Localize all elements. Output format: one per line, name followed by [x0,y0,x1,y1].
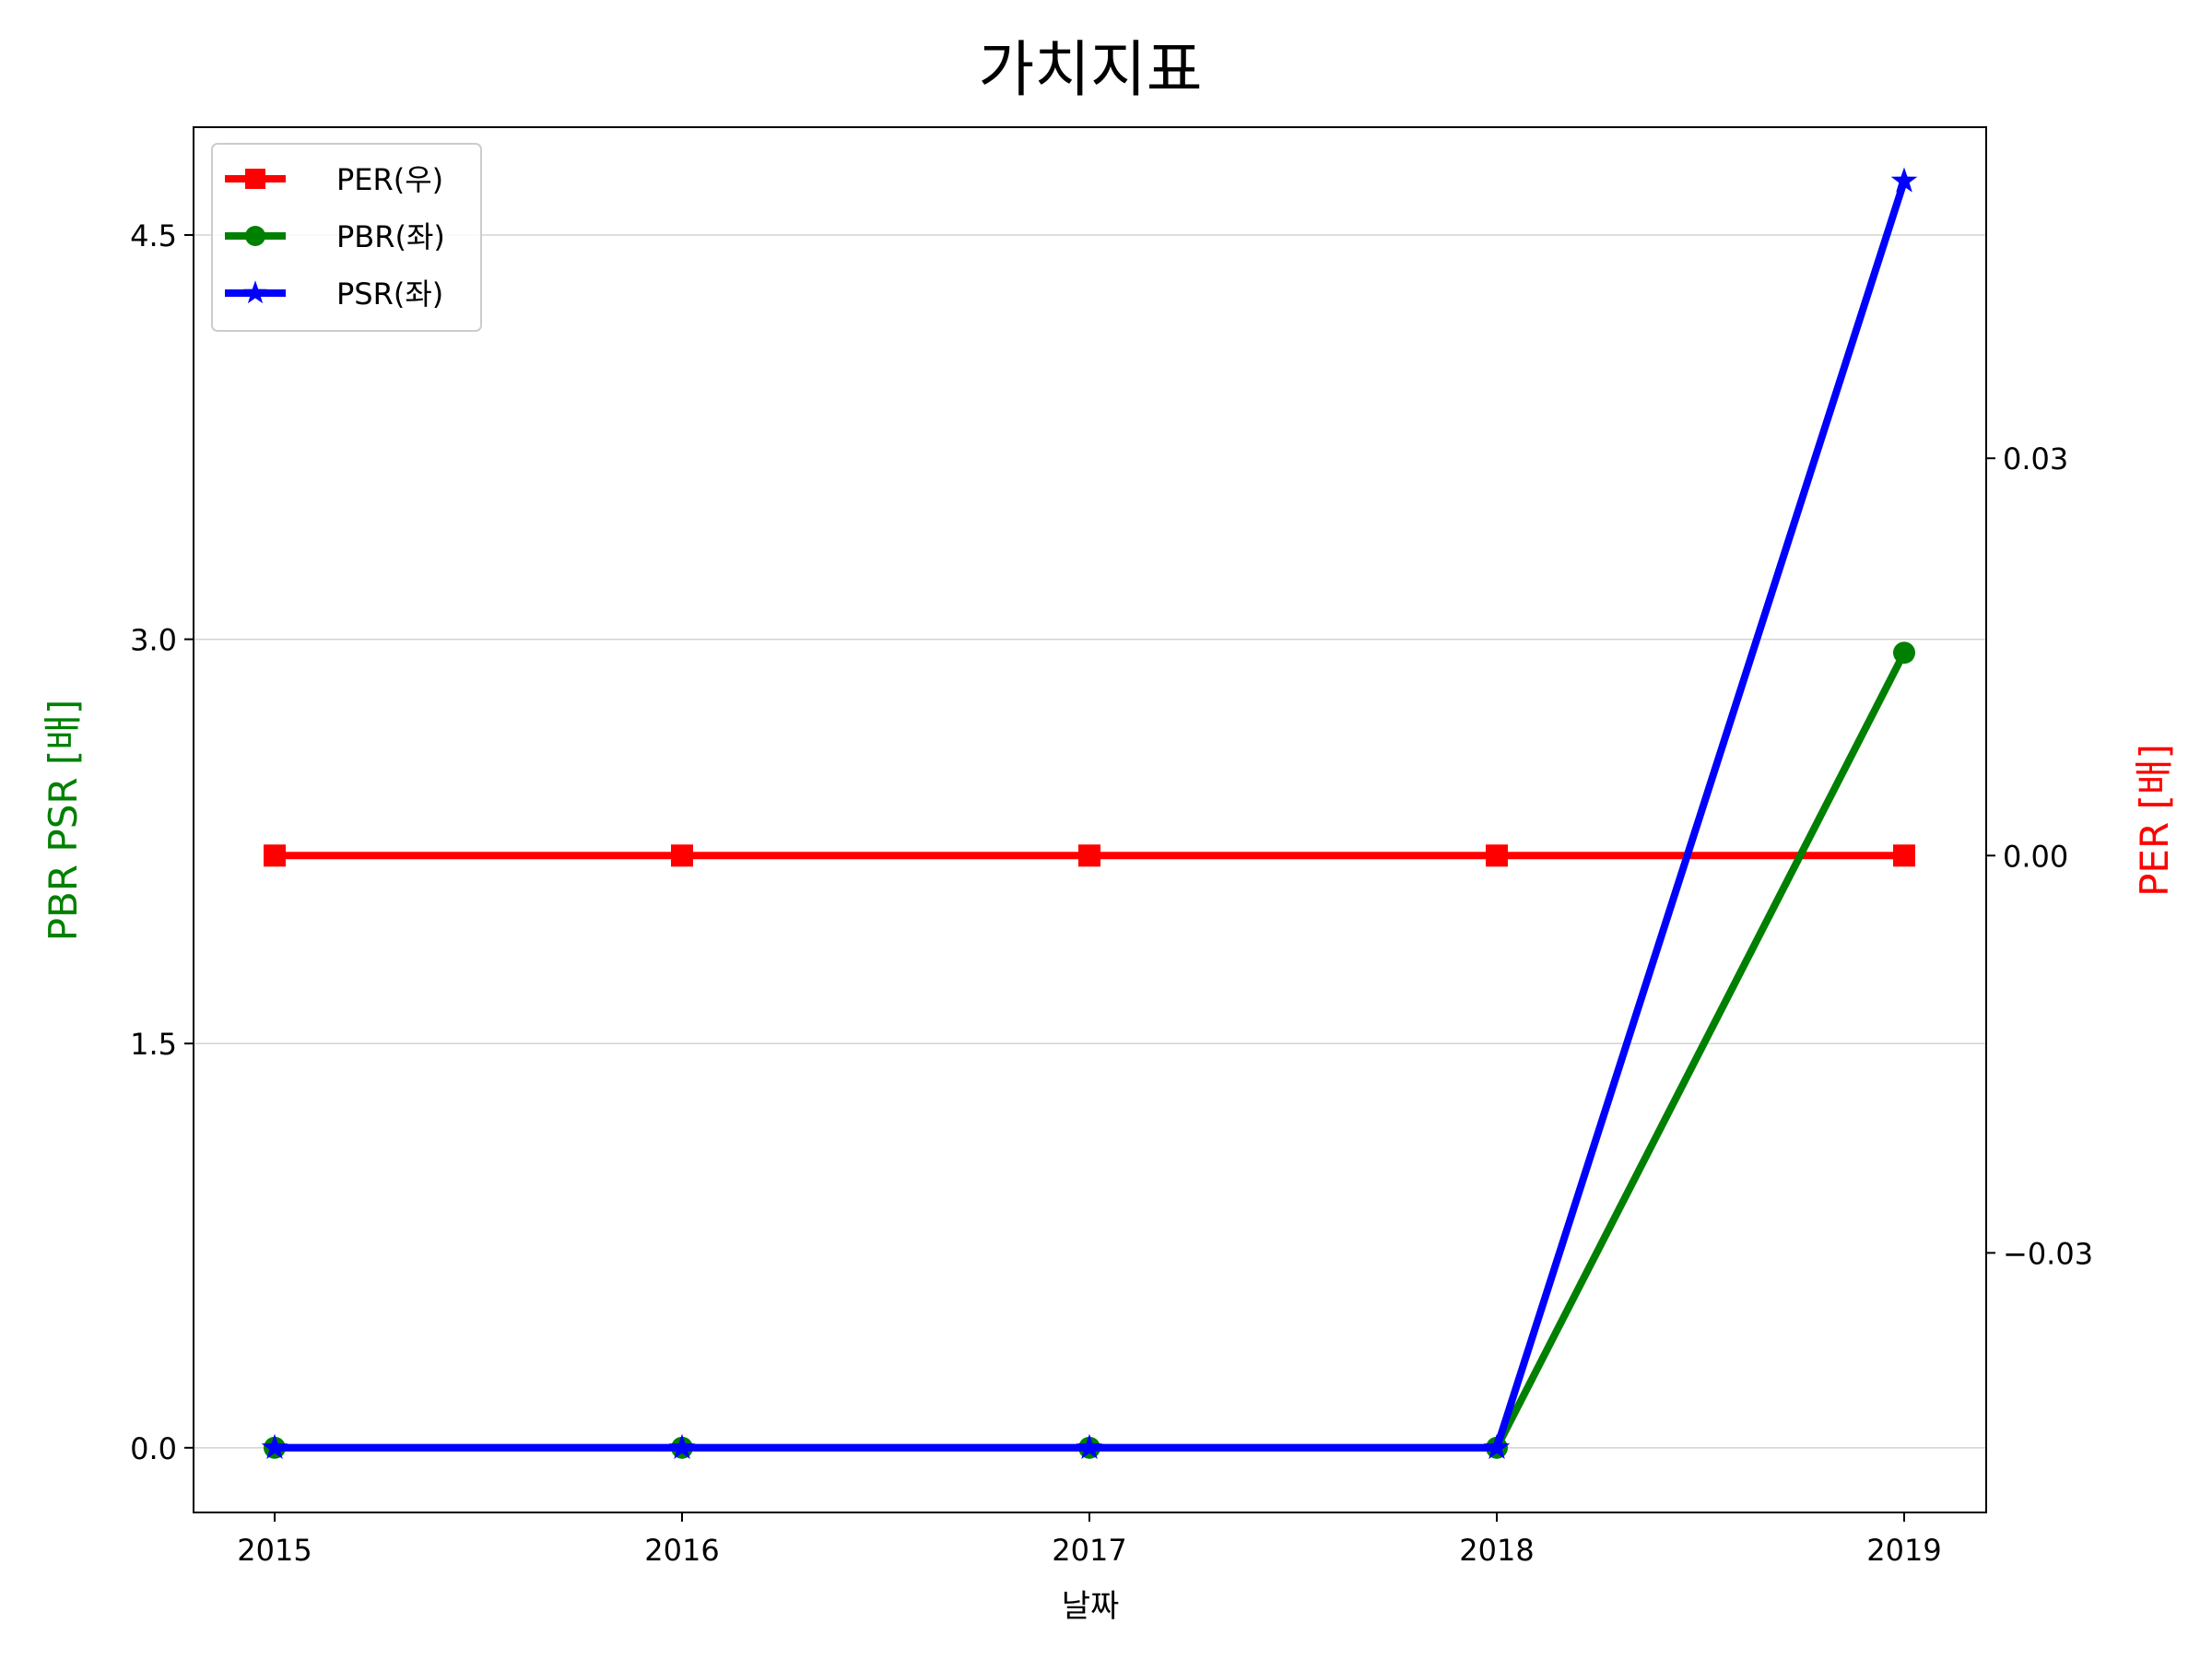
data-point-per [671,844,693,867]
legend: PER(우) PBR(좌) PSR(좌) [211,143,482,332]
x-tick-label: 2015 [237,1533,312,1568]
data-point-psr [1076,1433,1103,1459]
series-line-psr [271,177,1908,1452]
data-point-per [1486,844,1508,867]
y-tick-label-left: 0.0 [130,1431,177,1466]
chart-title: 가치지표 [979,34,1203,105]
x-axis-label: 날짜 [1062,1588,1120,1625]
plot-area [193,126,1987,1513]
legend-marker-pbr [245,226,265,246]
legend-label-psr: PSR(좌) [336,276,443,312]
y-tick-label-left: 1.5 [130,1027,177,1062]
axes: 0.0 1.5 3.0 4.5 −0.03 0.00 0.03 2015 2016 2017 201… [130,218,2093,1568]
data-point-pbr [1893,641,1915,665]
legend-box [211,143,482,332]
x-tick-label: 2016 [644,1533,719,1568]
x-tick-label: 2019 [1866,1533,1941,1568]
series-layer [261,167,1918,1459]
data-point-per [1893,844,1915,867]
legend-marker-psr [242,280,268,304]
data-point-per [1078,844,1100,867]
y-tick-label-right: 0.00 [2003,839,2068,874]
data-point-per [264,844,286,867]
series-line-pbr [271,649,1908,1452]
y-tick-label-left: 3.0 [130,623,177,658]
y-axis-label-right: PER [배] [2132,744,2177,897]
legend-label-pbr: PBR(좌) [336,219,445,254]
series-psr [261,167,1918,1459]
data-point-psr [668,1433,696,1459]
x-tick-label: 2017 [1052,1533,1126,1568]
y-tick-label-left: 4.5 [130,218,177,253]
series-pbr [264,641,1915,1459]
y-tick-label-right: 0.03 [2003,441,2068,477]
x-tick-label: 2018 [1459,1533,1534,1568]
y-axis-label-left: PBR PSR [배] [41,700,86,942]
grid-lines [194,234,1986,1449]
legend-label-per: PER(우) [336,162,443,197]
series-per [264,844,1915,867]
data-point-psr [1483,1433,1511,1459]
legend-marker-per [245,169,265,189]
data-point-psr [1890,167,1918,193]
y-tick-label-right: −0.03 [2003,1236,2093,1271]
data-point-psr [261,1433,288,1459]
